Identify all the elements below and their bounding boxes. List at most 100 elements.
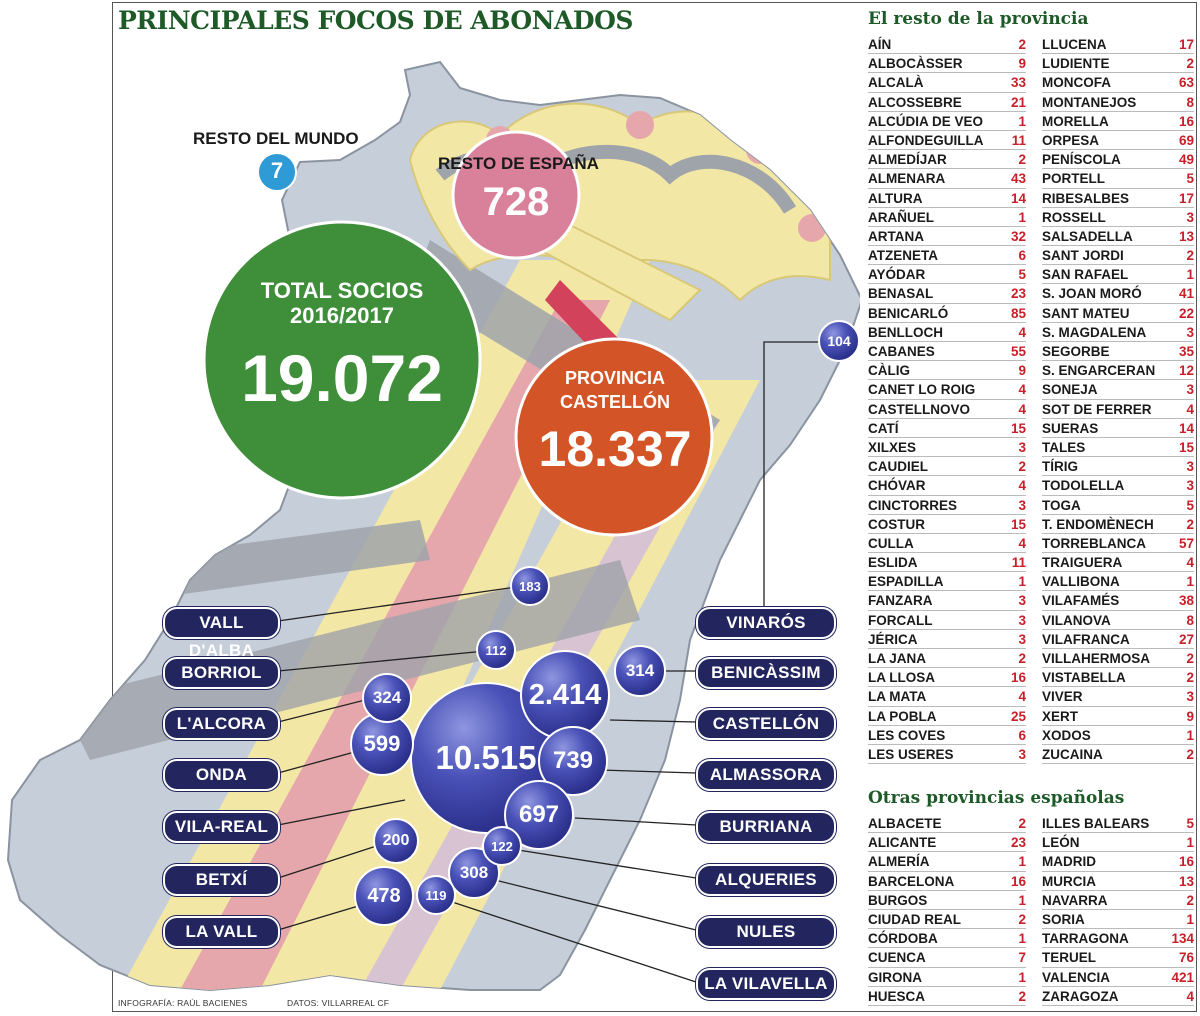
subscriber-count: 35 — [1178, 344, 1194, 359]
municipality-name: ATZENETA — [868, 248, 938, 264]
pill-castellon: CASTELLÓN — [696, 708, 836, 740]
municipality-name: AÍN — [868, 37, 892, 52]
resto-mundo-value: 7 — [270, 158, 284, 183]
subscriber-count: 4 — [1186, 555, 1194, 571]
otras-provincias-col2: ILLES BALEARS 5 LEÓN 1 MADRID 16 MURCIA 13 NAVAR… — [1042, 814, 1194, 1006]
table-row: CULLA 4 — [868, 534, 1026, 554]
table-row: SUERAS 14 — [1042, 419, 1194, 438]
table-row: MADRID 16 — [1042, 852, 1194, 872]
subscriber-count: 57 — [1178, 535, 1194, 551]
municipality-name: ARTANA — [868, 228, 924, 244]
subscriber-count: 1 — [1018, 574, 1026, 590]
municipality-name: CATÍ — [868, 420, 899, 436]
subscriber-count: 4 — [1018, 401, 1026, 417]
table-row: LES USERES 3 — [868, 745, 1026, 765]
subscriber-count: 2 — [1018, 459, 1026, 475]
table-row: MORELLA 16 — [1042, 112, 1194, 131]
municipality-name: LA MATA — [868, 689, 927, 705]
municipality-name: ESPADILLA — [868, 574, 944, 590]
subscriber-count: 2 — [1186, 651, 1194, 666]
municipality-name: SAN RAFAEL — [1042, 267, 1129, 283]
table-row: XODOS 1 — [1042, 726, 1194, 745]
pill-la-vilavella: LA VILAVELLA — [696, 968, 836, 1000]
table-row: ATZENETA 6 — [868, 246, 1026, 266]
municipality-name: VALENCIA — [1042, 969, 1111, 985]
table-row: FORCALL 3 — [868, 611, 1026, 630]
municipality-name: XERT — [1042, 708, 1079, 724]
resto-espana-value: 728 — [482, 180, 550, 224]
table-row: BENASAL 23 — [868, 284, 1026, 304]
municipality-name: BENICARLÓ — [868, 305, 949, 321]
resto-espana-label: RESTO DE ESPAÑA — [438, 154, 599, 173]
municipality-name: GIRONA — [868, 969, 922, 985]
table-row: VALENCIA 421 — [1042, 968, 1194, 987]
resto-mundo-label: RESTO DEL MUNDO — [193, 129, 359, 148]
subscriber-count: 2 — [1018, 911, 1026, 927]
municipality-name: CINCTORRES — [868, 497, 958, 513]
subscriber-count: 1 — [1018, 113, 1026, 129]
total-label: TOTAL SOCIOS 2016/2017 — [210, 278, 474, 328]
total-label-line2: 2016/2017 — [290, 303, 394, 328]
municipality-name: ALTURA — [868, 190, 923, 206]
table-row: LUDIENTE 2 — [1042, 54, 1194, 74]
subscriber-count: 9 — [1018, 363, 1026, 379]
table-row: XERT 9 — [1042, 707, 1194, 726]
municipality-name: ROSSELL — [1042, 209, 1106, 225]
subscriber-count: 1 — [1018, 854, 1026, 870]
table-row: S. MAGDALENA 3 — [1042, 323, 1194, 342]
table-row: SONEJA 3 — [1042, 380, 1194, 400]
subscriber-count: 33 — [1010, 75, 1026, 91]
municipality-name: ESLIDA — [868, 555, 918, 571]
subscriber-count: 21 — [1010, 94, 1026, 110]
municipality-name: ALICANTE — [868, 835, 937, 851]
subscriber-count: 421 — [1171, 969, 1194, 985]
subscriber-count: 3 — [1186, 324, 1194, 340]
table-row: PORTELL 5 — [1042, 169, 1194, 189]
bubble-nules: 122 — [482, 826, 522, 866]
subscriber-count: 2 — [1186, 746, 1194, 762]
resto-provincia-col1: AÍN 2 ALBOCÀSSER 9 ALCALÀ 33 ALCOSSEBRE 21 ALCÚD… — [868, 35, 1026, 765]
municipality-name: NAVARRA — [1042, 892, 1108, 908]
provincia-circle — [514, 337, 714, 537]
pill-vinaros: VINARÓS — [696, 607, 836, 639]
subscriber-count: 2 — [1018, 988, 1026, 1004]
subscriber-count: 2 — [1018, 37, 1026, 52]
subscriber-count: 16 — [1178, 113, 1194, 129]
map-shape — [6, 60, 860, 992]
municipality-name: PENÍSCOLA — [1042, 152, 1121, 168]
table-row: BURGOS 1 — [868, 891, 1026, 910]
provincia-value: 18.337 — [538, 421, 692, 477]
subscriber-count: 17 — [1178, 190, 1194, 206]
municipality-name: VIVER — [1042, 689, 1083, 705]
municipality-name: ALBOCÀSSER — [868, 56, 963, 72]
municipality-name: MORELLA — [1042, 113, 1109, 129]
pill-benicassim: BENICÀSSIM — [696, 657, 836, 689]
municipality-name: SALSADELLA — [1042, 228, 1133, 244]
municipality-name: ALCALÀ — [868, 75, 924, 91]
resto-provincia-section: El resto de la provincia — [868, 9, 1089, 29]
subscriber-count: 15 — [1178, 439, 1194, 455]
table-row: ALMENARA 43 — [868, 169, 1026, 189]
table-row: SOT DE FERRER 4 — [1042, 400, 1194, 419]
subscriber-count: 76 — [1178, 950, 1194, 966]
table-row: AÍN 2 — [868, 35, 1026, 55]
municipality-name: SUERAS — [1042, 420, 1099, 436]
table-row: TORREBLANCA 57 — [1042, 534, 1194, 554]
bubble-benicassim: 314 — [614, 645, 666, 697]
bubble-betxi: 200 — [373, 818, 419, 864]
subscriber-count: 3 — [1018, 497, 1026, 513]
pill-borriol: BORRIOL — [163, 657, 280, 689]
municipality-name: VALLIBONA — [1042, 574, 1120, 590]
subscriber-count: 8 — [1186, 612, 1194, 628]
subscriber-count: 15 — [1010, 420, 1026, 436]
subscriber-count: 4 — [1018, 535, 1026, 551]
municipality-name: VILLAHERMOSA — [1042, 651, 1150, 666]
municipality-name: MONTANEJOS — [1042, 94, 1137, 110]
municipality-name: LA JANA — [868, 651, 927, 666]
subscriber-count: 55 — [1010, 344, 1026, 359]
table-row: ALBOCÀSSER 9 — [868, 54, 1026, 74]
table-row: BENLLOCH 4 — [868, 323, 1026, 342]
subscriber-count: 4 — [1018, 324, 1026, 340]
subscriber-count: 3 — [1018, 746, 1026, 762]
municipality-name: T. ENDOMÈNECH — [1042, 516, 1154, 532]
